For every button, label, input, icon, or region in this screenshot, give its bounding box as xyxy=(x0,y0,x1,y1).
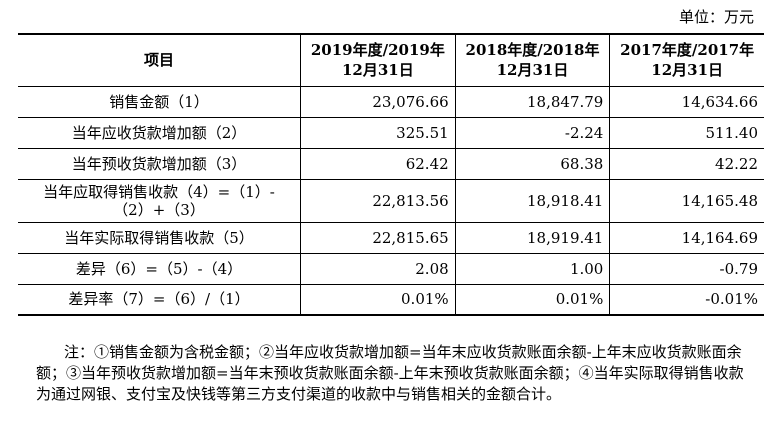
row-label: 当年预收货款增加额（3） xyxy=(18,147,301,180)
row-label: 差异率（7）=（6）/（1） xyxy=(18,283,301,316)
cell-2018: 1.00 xyxy=(454,252,611,285)
header-item-text: 项目 xyxy=(143,51,174,70)
cell-2018: 18,919.41 xyxy=(454,221,611,254)
header-2017: 2017年度/2017年 12月31日 xyxy=(609,33,764,87)
cell-2018: 18,918.41 xyxy=(454,178,611,223)
cell-2018: 18,847.79 xyxy=(454,85,611,118)
row-label-line2: （2）+（3） xyxy=(113,200,205,219)
cell-2019: 325.51 xyxy=(300,116,456,149)
header-2017-line1: 2017年度/2017年 xyxy=(620,41,755,60)
table-row: 差异（6）=（5）-（4） 2.08 1.00 -0.79 xyxy=(18,252,764,285)
cell-2017: 511.40 xyxy=(609,116,764,149)
header-2018: 2018年度/2018年 12月31日 xyxy=(454,33,611,87)
cell-2019: 23,076.66 xyxy=(300,85,456,118)
cell-2019: 2.08 xyxy=(300,252,456,285)
cell-2019: 22,813.56 xyxy=(300,178,456,223)
table-header-row: 项目 2019年度/2019年 12月31日 2018年度/2018年 12月3… xyxy=(18,33,764,87)
cell-2018: 68.38 xyxy=(454,147,611,180)
header-2018-line2: 12月31日 xyxy=(496,61,569,80)
table-row: 当年应收货款增加额（2） 325.51 -2.24 511.40 xyxy=(18,116,764,149)
header-2019-line1: 2019年度/2019年 xyxy=(310,41,445,60)
cell-2017: 14,634.66 xyxy=(609,85,764,118)
row-label: 当年实际取得销售收款（5） xyxy=(18,221,301,254)
row-label: 当年应收货款增加额（2） xyxy=(18,116,301,149)
row-label: 销售金额（1） xyxy=(18,85,301,118)
cell-2019: 22,815.65 xyxy=(300,221,456,254)
row-label-line1: 当年应取得销售收款（4）=（1）- xyxy=(43,182,275,201)
table-row: 当年实际取得销售收款（5） 22,815.65 18,919.41 14,164… xyxy=(18,221,764,254)
row-label: 差异（6）=（5）-（4） xyxy=(18,252,301,285)
header-2017-line2: 12月31日 xyxy=(651,61,724,80)
cell-2019: 62.42 xyxy=(300,147,456,180)
table-row: 当年预收货款增加额（3） 62.42 68.38 42.22 xyxy=(18,147,764,180)
table-row: 差异率（7）=（6）/（1） 0.01% 0.01% -0.01% xyxy=(18,283,764,316)
unit-label: 单位：万元 xyxy=(678,8,754,26)
table-footnote: 注：①销售金额为含税金额；②当年应收货款增加额=当年末应收货款账面余额-上年末应… xyxy=(36,343,744,403)
cell-2017: 14,164.69 xyxy=(609,221,764,254)
cell-2017: 14,165.48 xyxy=(609,178,764,223)
cell-2017: 42.22 xyxy=(609,147,764,180)
cell-2018: -2.24 xyxy=(454,116,611,149)
cell-2018: 0.01% xyxy=(454,283,611,316)
row-label: 当年应取得销售收款（4）=（1）- （2）+（3） xyxy=(18,178,301,223)
header-2019-line2: 12月31日 xyxy=(341,61,414,80)
cell-2017: -0.79 xyxy=(609,252,764,285)
sales-collection-table: 项目 2019年度/2019年 12月31日 2018年度/2018年 12月3… xyxy=(18,33,764,316)
cell-2017: -0.01% xyxy=(609,283,764,316)
header-2019: 2019年度/2019年 12月31日 xyxy=(300,33,456,87)
table-row: 销售金额（1） 23,076.66 18,847.79 14,634.66 xyxy=(18,85,764,118)
cell-2019: 0.01% xyxy=(300,283,456,316)
table-row: 当年应取得销售收款（4）=（1）- （2）+（3） 22,813.56 18,9… xyxy=(18,178,764,223)
header-2018-line1: 2018年度/2018年 xyxy=(465,41,600,60)
header-item: 项目 xyxy=(18,33,301,87)
